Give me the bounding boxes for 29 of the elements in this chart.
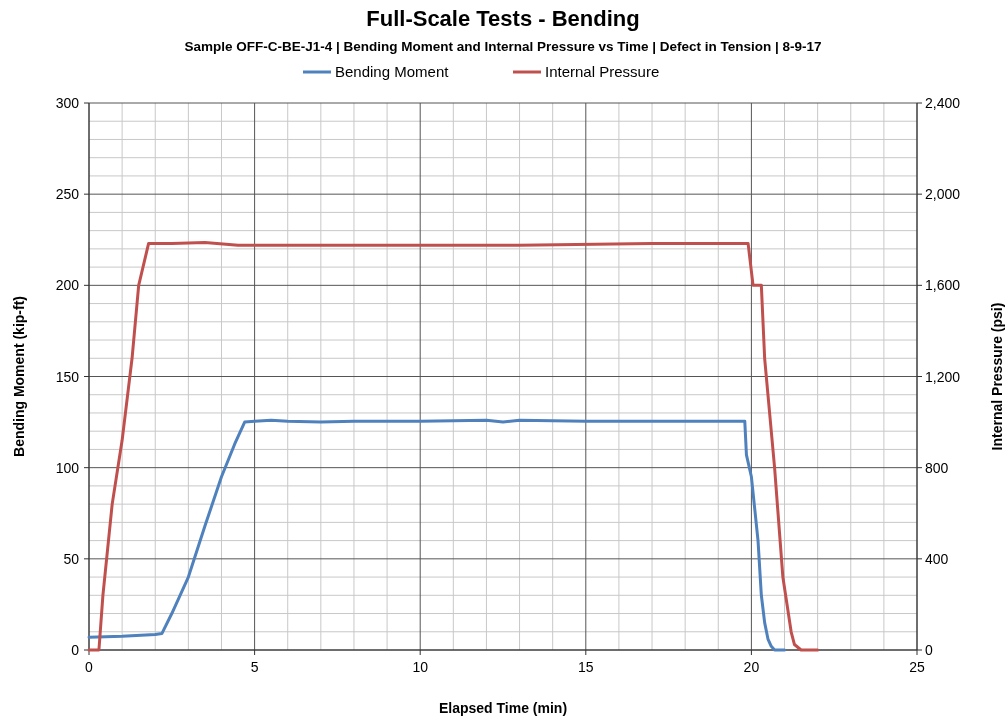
line-series bbox=[87, 240, 820, 652]
y2-tick-label: 0 bbox=[925, 642, 933, 658]
y2-tick-label: 1,200 bbox=[925, 368, 961, 385]
x-tick-label: 20 bbox=[743, 659, 760, 675]
x-axis-title: Elapsed Time (min) bbox=[438, 700, 568, 716]
legend-label: Bending Moment bbox=[335, 63, 450, 80]
y-tick-label: 150 bbox=[55, 368, 80, 385]
y-axis-title: Bending Moment (kip-ft) bbox=[11, 296, 27, 457]
y-tick-label: 200 bbox=[55, 277, 80, 294]
y-tick-label: 100 bbox=[55, 459, 80, 476]
x-tick-label: 15 bbox=[578, 659, 594, 675]
y-tick-label: 50 bbox=[63, 550, 80, 567]
x-tick-label: 0 bbox=[85, 659, 94, 675]
y-tick-label: 0 bbox=[71, 642, 80, 658]
legend-label: Internal Pressure bbox=[545, 63, 660, 80]
y2-tick-label: 2,400 bbox=[925, 95, 961, 111]
line-series bbox=[87, 418, 787, 652]
y2-tick-label: 1,600 bbox=[925, 277, 961, 294]
y2-tick-label: 800 bbox=[925, 459, 949, 476]
chart-title: Full-Scale Tests - Bending bbox=[366, 6, 640, 31]
x-tick-label: 5 bbox=[250, 659, 259, 675]
chart-subtitle: Sample OFF-C-BE-J1-4 | Bending Moment and Internal Pressure vs Time | Defect in Tension | 8-9-17 bbox=[184, 39, 822, 54]
x-tick-label: 25 bbox=[909, 659, 925, 675]
x-tick-label: 10 bbox=[412, 659, 429, 675]
y-tick-label: 250 bbox=[55, 186, 80, 203]
y2-tick-label: 2,000 bbox=[925, 186, 961, 203]
y2-axis-title: Internal Pressure (psi) bbox=[989, 302, 1005, 451]
y2-tick-label: 400 bbox=[925, 550, 949, 567]
y-tick-label: 300 bbox=[55, 95, 80, 111]
